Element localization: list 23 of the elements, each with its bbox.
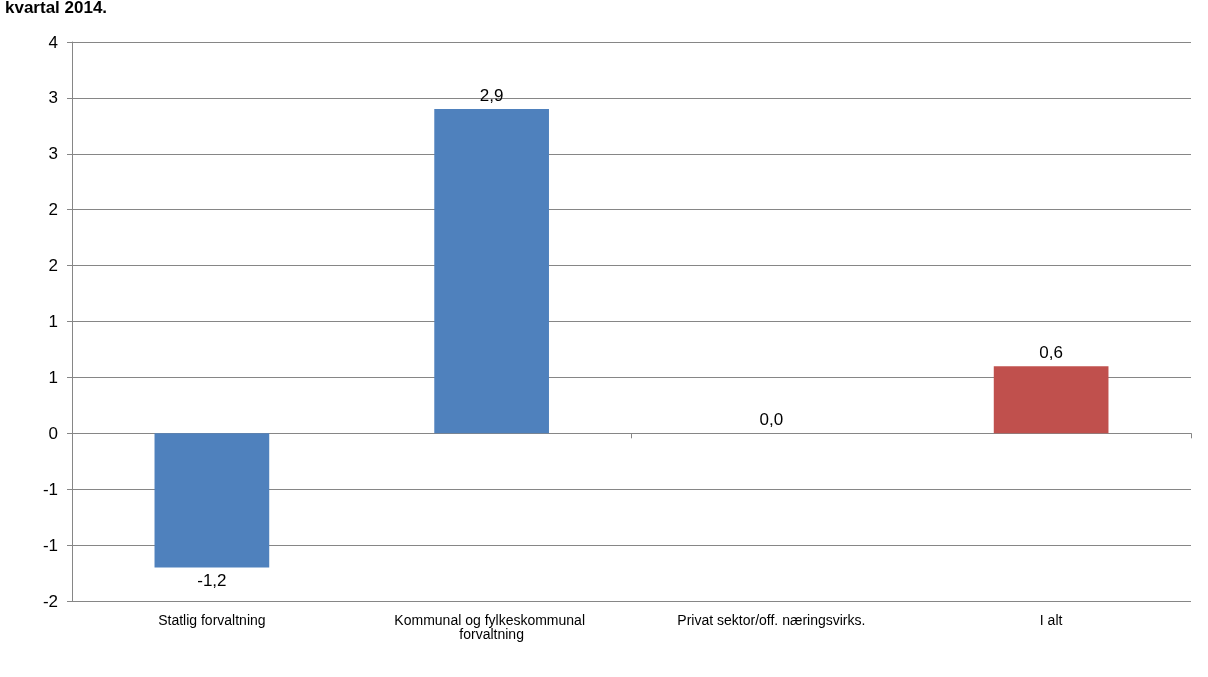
y-tick-label: 2 [48, 200, 58, 220]
chart-title: kvartal 2014. [5, 0, 108, 17]
y-tick-label: 3 [48, 144, 58, 164]
y-tick-label: -1 [42, 479, 58, 499]
y-tick-label: -1 [42, 535, 58, 555]
x-tick-label: Kommunal og fylkeskommunal forvaltning [394, 612, 589, 642]
y-tick-label: -2 [42, 591, 58, 611]
data-label: 0,0 [759, 410, 784, 430]
x-tick-label: Statlig forvaltning [158, 612, 266, 628]
y-tick-label: 1 [48, 367, 58, 387]
bar [434, 109, 549, 434]
data-label: 0,6 [1039, 343, 1063, 363]
y-tick-label: 0 [48, 423, 58, 443]
x-tick-label: Privat sektor/off. næringsvirks. [677, 612, 866, 628]
y-tick-label: 3 [48, 88, 58, 108]
data-label: 2,9 [479, 86, 504, 106]
y-tick-label: 4 [48, 32, 58, 52]
data-label: -1,2 [197, 571, 227, 591]
bar [154, 433, 270, 568]
x-tick-label: I alt [1039, 612, 1063, 628]
bar [993, 366, 1109, 434]
y-tick-label: 2 [48, 256, 58, 276]
y-tick-label: 1 [48, 312, 58, 331]
